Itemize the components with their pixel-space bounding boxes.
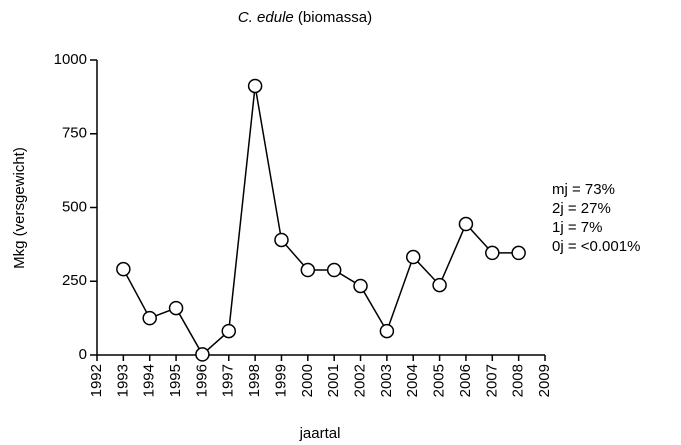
y-tick-label: 250 — [62, 272, 87, 289]
annotation: 0j = <0.001% — [552, 238, 640, 255]
x-tick-label: 2002 — [351, 364, 368, 397]
data-point — [511, 245, 526, 261]
title-text: (biomassa) — [298, 9, 372, 26]
data-point — [405, 249, 421, 265]
x-tick-label: 1994 — [141, 364, 158, 397]
data-point — [458, 216, 474, 232]
chart-title: C. edule (biomassa) — [238, 9, 372, 26]
x-tick-label: 2001 — [325, 364, 342, 397]
x-tick-label: 1992 — [88, 364, 105, 397]
x-tick-label: 2000 — [299, 364, 316, 397]
data-line — [122, 85, 519, 356]
x-tick-label: 1998 — [246, 364, 263, 397]
x-tick-label: 2009 — [536, 364, 553, 397]
data-point — [379, 323, 395, 339]
y-axis-label: Mkg (versgewicht) — [11, 147, 28, 269]
x-tick-label: 1995 — [167, 364, 184, 397]
x-tick-label: 1997 — [220, 364, 237, 397]
data-point — [168, 300, 184, 316]
x-axis-label: jaartal — [299, 425, 341, 442]
x-tick-label: 1993 — [114, 364, 131, 397]
x-tick-label: 2005 — [431, 364, 448, 397]
data-point — [195, 347, 210, 362]
data-point — [353, 278, 368, 294]
x-tick-label: 2006 — [457, 364, 474, 397]
data-point — [247, 78, 263, 94]
x-tick-label: 2004 — [404, 364, 421, 397]
annotation: 2j = 27% — [552, 200, 611, 217]
x-tick-label: 1999 — [272, 364, 289, 397]
x-tick-label: 1996 — [193, 364, 210, 397]
data-point — [432, 277, 447, 293]
data-point — [116, 261, 131, 277]
y-tick-label: 750 — [62, 125, 87, 142]
data-point — [485, 245, 500, 261]
data-point — [142, 310, 157, 326]
x-tick-label: 2003 — [378, 364, 395, 397]
y-tick-label: 0 — [79, 346, 87, 363]
data-point — [274, 232, 289, 248]
annotation: mj = 73% — [552, 181, 615, 198]
data-point — [326, 262, 342, 278]
title-species: C. edule — [238, 9, 294, 26]
y-tick-label: 500 — [62, 198, 87, 215]
x-tick-label: 2008 — [510, 364, 527, 397]
annotation: 1j = 7% — [552, 219, 602, 236]
y-tick-label: 1000 — [54, 51, 87, 68]
data-point — [221, 323, 237, 339]
x-tick-label: 2007 — [483, 364, 500, 397]
data-point — [300, 262, 316, 278]
